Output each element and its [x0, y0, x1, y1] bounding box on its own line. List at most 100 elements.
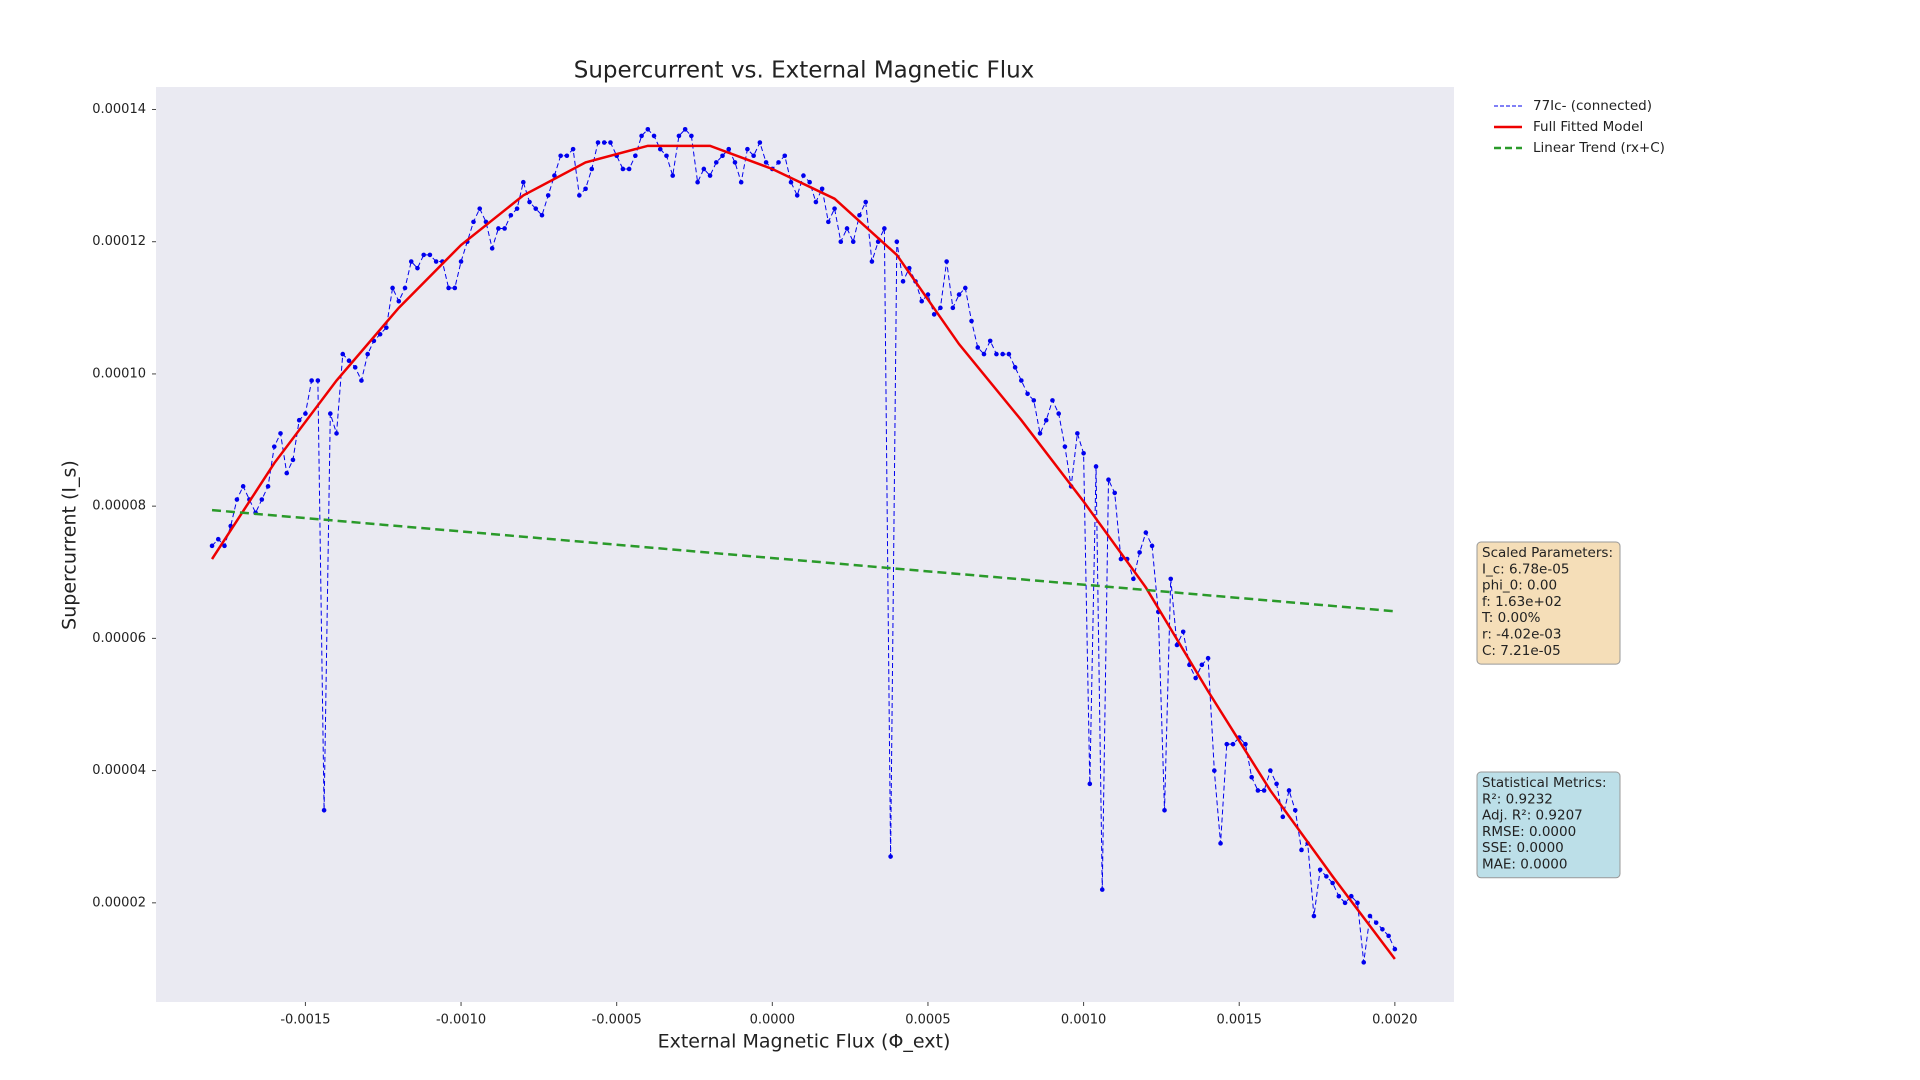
data-point	[994, 351, 999, 357]
data-point	[664, 153, 669, 159]
annotation-line: r: -4.02e-03	[1482, 627, 1561, 643]
data-point	[359, 378, 364, 383]
data-point	[352, 365, 358, 370]
series-line	[211, 508, 1395, 613]
data-point	[427, 252, 433, 258]
data-point	[1212, 768, 1217, 773]
data-point	[1149, 543, 1155, 549]
data-point	[1143, 530, 1149, 535]
data-point	[807, 179, 812, 185]
y-tick-label: 0.00010	[92, 366, 146, 381]
data-point	[589, 166, 595, 172]
data-point	[278, 431, 283, 436]
y-axis-label: Supercurrent (I_s)	[59, 460, 81, 630]
data-point	[1386, 933, 1391, 939]
annotation-line: Scaled Parameters:	[1482, 545, 1613, 561]
data-point	[1131, 576, 1136, 582]
data-point	[1174, 642, 1180, 648]
data-point	[1299, 847, 1304, 853]
data-point	[788, 179, 794, 185]
data-point	[209, 543, 215, 549]
data-point	[1081, 450, 1086, 456]
legend-label: Full Fitted Model	[1533, 119, 1643, 135]
data-point	[1392, 946, 1398, 952]
data-point	[1355, 900, 1360, 906]
x-tick-label: -0.0005	[592, 1013, 642, 1028]
data-point	[701, 166, 707, 172]
data-point	[626, 166, 632, 172]
data-point	[801, 173, 806, 178]
data-point	[402, 285, 408, 291]
data-point	[620, 166, 626, 172]
data-point	[1249, 774, 1254, 780]
data-point	[377, 331, 383, 337]
data-point	[813, 199, 819, 205]
chart-title: Supercurrent vs. External Magnetic Flux	[574, 58, 1035, 84]
data-point	[608, 140, 613, 145]
data-point	[1342, 900, 1348, 906]
data-point	[1075, 431, 1080, 436]
data-point	[552, 173, 557, 178]
data-point	[321, 807, 327, 813]
annotation-line: T: 0.00%	[1481, 610, 1541, 626]
y-tick-label: 0.00014	[92, 102, 146, 117]
data-point	[782, 153, 788, 159]
data-point	[670, 173, 676, 178]
data-point	[894, 239, 900, 245]
data-point	[296, 417, 302, 423]
data-point	[1199, 662, 1205, 668]
data-point	[340, 351, 346, 357]
data-point	[838, 239, 844, 245]
data-point	[577, 193, 582, 198]
data-point	[1286, 788, 1292, 793]
data-point	[956, 292, 962, 297]
data-point	[1168, 576, 1174, 582]
annotation-line: MAE: 0.0000	[1482, 857, 1568, 873]
data-point	[738, 179, 744, 185]
data-point	[713, 160, 719, 165]
data-point	[1336, 893, 1342, 899]
annotation-line: Adj. R²: 0.9207	[1482, 808, 1583, 824]
data-point	[1037, 431, 1043, 436]
data-point	[458, 259, 464, 264]
data-point	[421, 252, 426, 258]
data-point	[215, 536, 221, 542]
data-point	[1162, 807, 1167, 813]
data-point	[222, 543, 227, 549]
data-point	[309, 378, 314, 383]
data-point	[1348, 893, 1354, 899]
data-point	[1292, 807, 1298, 813]
data-point	[757, 140, 763, 145]
data-point	[975, 345, 981, 350]
data-point	[265, 484, 271, 489]
data-point	[987, 338, 993, 344]
x-tick-label: 0.0000	[750, 1013, 796, 1028]
data-point	[950, 305, 956, 311]
data-point	[1050, 398, 1055, 403]
data-point	[1261, 788, 1267, 793]
annotation-line: Statistical Metrics:	[1482, 775, 1607, 791]
data-point	[390, 285, 395, 291]
data-point	[502, 226, 507, 231]
annotation-line: I_c: 6.78e-05	[1482, 561, 1569, 577]
data-point	[1180, 629, 1186, 635]
data-point	[384, 325, 389, 330]
data-point	[558, 153, 563, 159]
data-point	[1118, 556, 1124, 562]
series-line	[210, 144, 1396, 960]
data-point	[931, 312, 937, 317]
data-point	[284, 470, 290, 476]
data-point	[334, 431, 339, 436]
data-point	[452, 285, 458, 291]
data-point	[1330, 880, 1335, 886]
annotation-line: phi_0: 0.00	[1482, 578, 1557, 594]
data-point	[489, 246, 495, 251]
annotation-line: C: 7.21e-05	[1482, 643, 1561, 659]
annotation-line: R²: 0.9232	[1482, 791, 1553, 807]
data-point	[1367, 913, 1373, 919]
data-point	[751, 153, 756, 159]
data-point	[514, 206, 520, 211]
data-point	[1012, 365, 1018, 370]
y-tick-label: 0.00002	[92, 895, 146, 910]
